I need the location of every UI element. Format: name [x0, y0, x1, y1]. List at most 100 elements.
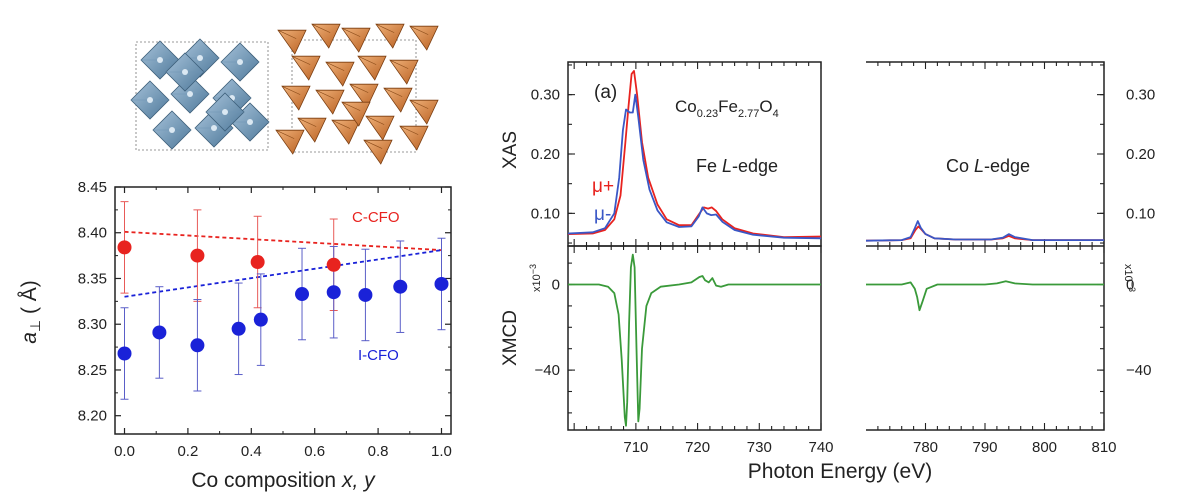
tetrahedron-shape	[409, 25, 439, 51]
crystal-structure-illustration	[130, 23, 439, 165]
tetrahedron-edge	[409, 99, 429, 109]
tetrahedron-shape	[281, 85, 311, 111]
x-tick-label: 720	[685, 439, 710, 456]
xmcd-right-frame	[866, 246, 1105, 431]
tetrahedron-shape	[275, 129, 305, 155]
lattice-x-axis-label: Co composition x, y	[191, 469, 376, 492]
xmcd-scale-right: x10−3	[1122, 264, 1137, 292]
co-edge-label: Co L-edge	[946, 156, 1030, 176]
formula-o-sub: 4	[773, 108, 779, 120]
tetrahedron-edge	[389, 59, 409, 69]
x-tick-label: 0.6	[304, 443, 325, 460]
tetrahedron-shape	[311, 23, 341, 49]
xmcd-scale-left-base: x10	[531, 274, 543, 292]
fe-edge-var: L	[722, 156, 732, 176]
tetrahedron-shape	[399, 125, 429, 151]
data-point-i-cfo	[326, 285, 341, 300]
cation-site	[169, 127, 175, 133]
xas-y-axis-label: XAS	[500, 131, 521, 169]
tetrahedron-edge	[349, 83, 369, 93]
x-tick-label: 0.0	[114, 443, 135, 460]
data-point-c-cfo	[326, 257, 341, 272]
cation-site	[197, 55, 203, 61]
panel-label: (a)	[594, 82, 617, 103]
cation-site	[187, 91, 193, 97]
x-tick-label: 730	[747, 439, 772, 456]
cation-site	[182, 69, 188, 75]
data-point-i-cfo	[190, 338, 205, 353]
xmcd-scale-left: x10−3	[528, 264, 543, 292]
lattice-ticks: 0.0 0.2 0.4 0.6 0.8 1.0 8.20 8.25 8.30 8.35 8.40 8.…	[78, 179, 452, 460]
tetrahedron-edge	[281, 85, 301, 95]
spectra-ticks: 710 720 730 740 780 790 800 810 0.10 0.10 0.20 0.20…	[531, 62, 1155, 456]
co-edge-name: Co	[946, 156, 974, 176]
octahedral-structure-icon	[130, 38, 270, 151]
x-tick-label: 0.8	[368, 443, 389, 460]
cation-site	[147, 97, 153, 103]
y-tick-label: 8.30	[78, 316, 107, 333]
tetrahedron-shape	[349, 83, 379, 109]
xmcd-line-co	[866, 280, 1104, 312]
tetrahedron-shape	[315, 89, 345, 115]
tetrahedron-shape	[341, 27, 371, 53]
formula-label: Co0.23Fe2.77O4	[675, 97, 779, 120]
data-point-i-cfo	[231, 321, 246, 336]
x-axis-label-main: Co composition	[191, 469, 342, 492]
xmcd-line-fe	[568, 253, 821, 427]
x-tick-label: 710	[623, 439, 648, 456]
fe-edge-label: Fe L-edge	[696, 156, 778, 176]
xmcd-y-tick-label-right: 0	[1126, 277, 1134, 294]
x-tick-label: 740	[808, 439, 833, 456]
tetrahedron-edge	[325, 61, 345, 71]
tetrahedron-edge	[341, 101, 361, 111]
xas-y-tick-label-right: 0.20	[1126, 146, 1155, 163]
tetrahedron-edge	[399, 125, 419, 135]
co-edge-suffix: -edge	[984, 156, 1030, 176]
cation-site	[247, 119, 253, 125]
tetrahedron-edge	[291, 55, 311, 65]
xas-y-tick-label: 0.20	[531, 146, 560, 163]
y-axis-label-unit: ( Å)	[18, 280, 41, 320]
series-label-i-cfo: I-CFO	[358, 347, 399, 364]
mu-plus-line-fe	[567, 70, 822, 238]
y-axis-label-sub: ⊥	[27, 320, 43, 332]
xas-y-tick-label-right: 0.30	[1126, 87, 1155, 104]
xmcd-y-axis-label: XMCD	[500, 310, 521, 366]
tetrahedron-edge	[315, 89, 335, 99]
tetrahedron-shape	[291, 55, 321, 81]
x-tick-label: 810	[1091, 439, 1116, 456]
tetrahedron-edge	[331, 119, 351, 129]
xas-y-tick-label: 0.30	[531, 87, 560, 104]
x-tick-label: 0.4	[241, 443, 262, 460]
x-tick-label: 1.0	[431, 443, 452, 460]
y-tick-label: 8.35	[78, 270, 107, 287]
tetrahedron-edge	[275, 129, 295, 139]
cation-site	[222, 109, 228, 115]
tetrahedron-edge	[409, 25, 429, 35]
xas-right-frame	[866, 61, 1105, 246]
xas-y-tick-label: 0.10	[531, 205, 560, 222]
lattice-chart: 0.0 0.2 0.4 0.6 0.8 1.0 8.20 8.25 8.30 8.35 8.40 8.…	[18, 179, 452, 492]
series-label-c-cfo: C-CFO	[352, 209, 400, 226]
xmcd-left-frame	[567, 245, 822, 431]
y-tick-label: 8.25	[78, 362, 107, 379]
tetrahedron-edge	[311, 23, 331, 33]
tetrahedron-edge	[357, 55, 377, 65]
spectra-chart: 710 720 730 740 780 790 800 810 0.10 0.10 0.20 0.20…	[500, 61, 1155, 483]
data-point-i-cfo	[358, 287, 373, 302]
cation-site	[211, 125, 217, 131]
xas-y-tick-label-right: 0.10	[1126, 205, 1155, 222]
xmcd-y-tick-label: 0	[552, 277, 560, 294]
y-tick-label: 8.45	[78, 179, 107, 196]
fit-line-c-cfo	[124, 230, 442, 252]
data-point-i-cfo	[393, 279, 408, 294]
data-point-i-cfo	[253, 312, 268, 327]
formula-fe-sub: 2.77	[738, 108, 759, 120]
tetrahedron-edge	[341, 27, 361, 37]
fit-line-i-cfo	[124, 249, 442, 298]
x-tick-label: 780	[913, 439, 938, 456]
data-point-c-cfo	[117, 240, 132, 255]
x-tick-label: 800	[1032, 439, 1057, 456]
tetrahedron-shape	[363, 139, 393, 165]
